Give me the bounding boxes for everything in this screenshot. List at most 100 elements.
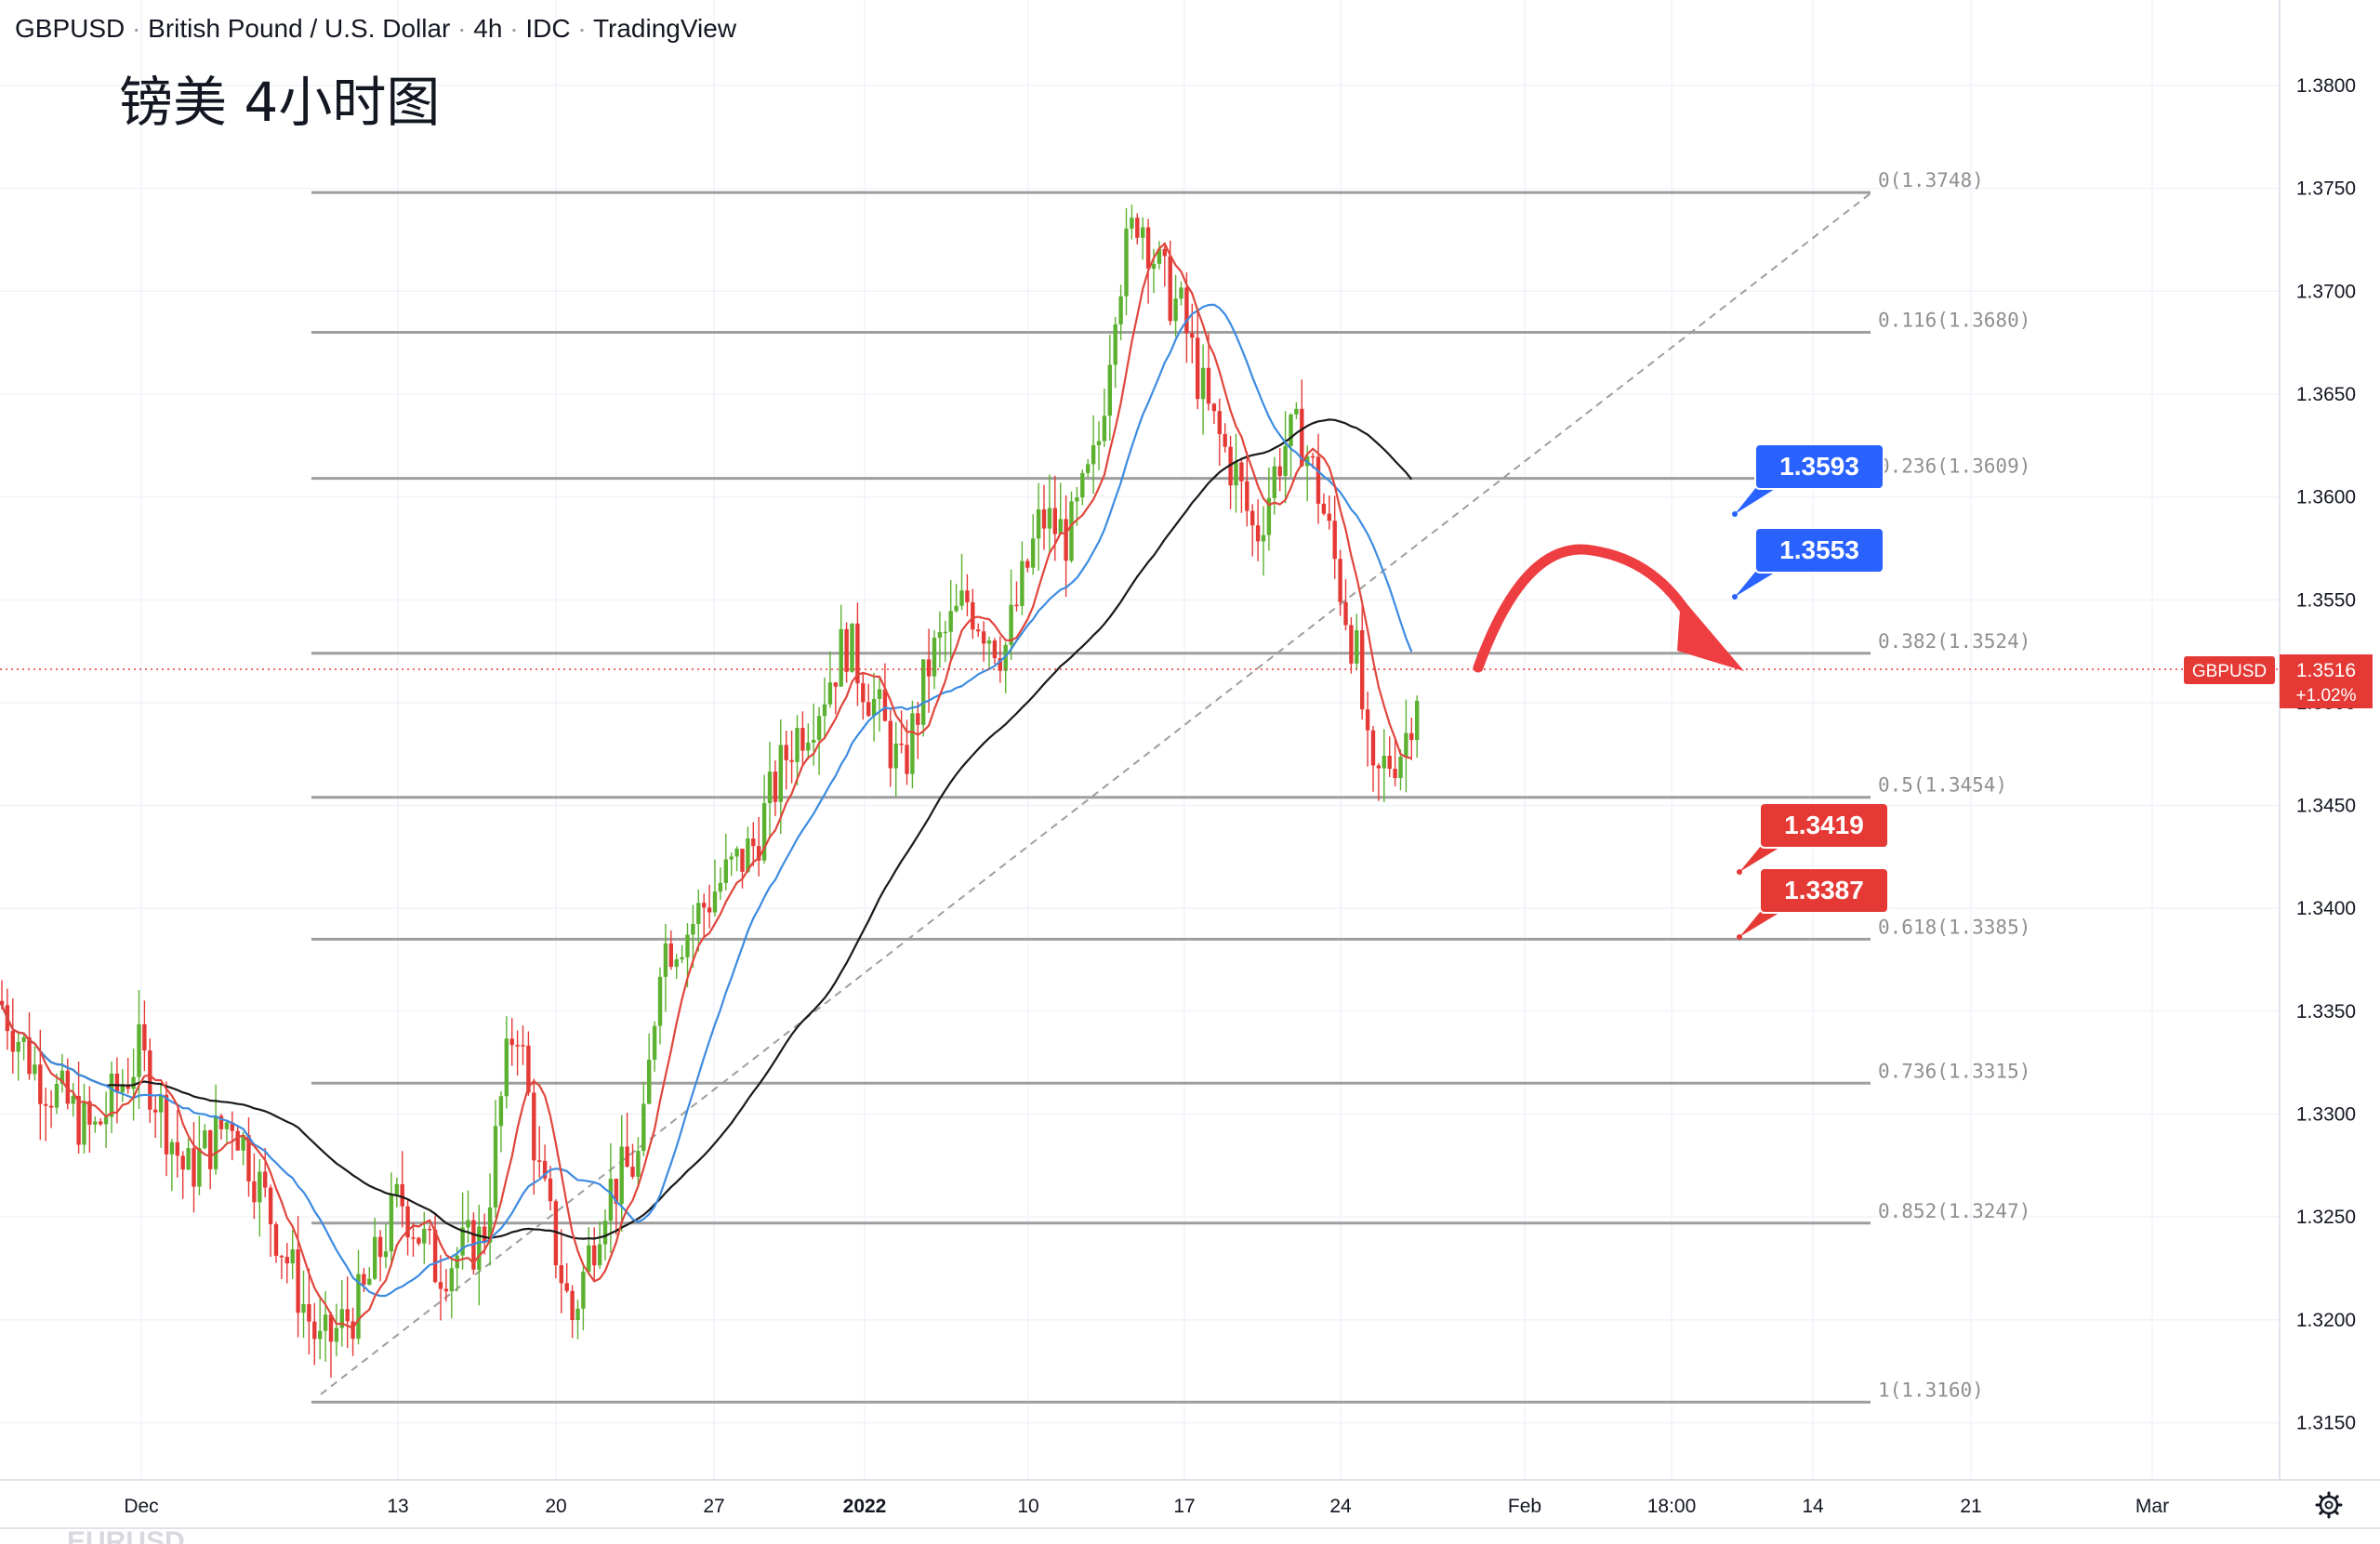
fib-level-label: 0.618(1.3385) xyxy=(1878,916,2030,938)
candle-body xyxy=(422,1228,427,1244)
candle-body xyxy=(800,728,805,751)
price-tick-label: 1.3350 xyxy=(2296,1001,2356,1023)
candle-body xyxy=(712,891,718,913)
candle-body xyxy=(318,1330,323,1339)
candle-body xyxy=(114,1074,120,1093)
candle-body xyxy=(197,1148,202,1187)
candle-body xyxy=(1096,441,1102,445)
candle-body xyxy=(400,1183,404,1207)
header-name: British Pound / U.S. Dollar xyxy=(148,14,450,43)
candle-body xyxy=(1173,298,1178,322)
candle-body xyxy=(389,1194,394,1252)
candle-body xyxy=(630,1167,635,1177)
candle-body xyxy=(1338,559,1342,602)
candle-body xyxy=(833,682,838,687)
time-tick-label: 21 xyxy=(1960,1496,1981,1517)
price-callout[interactable]: 1.3387 xyxy=(1737,867,1889,940)
candle-body xyxy=(1239,462,1244,482)
candle-body xyxy=(663,943,668,977)
candle-body xyxy=(169,1142,175,1155)
candle-body xyxy=(109,1074,114,1117)
candle-body xyxy=(1113,323,1117,365)
price-callout[interactable]: 1.3419 xyxy=(1737,802,1889,875)
time-tick-label: 2022 xyxy=(843,1496,887,1517)
candle-body xyxy=(767,772,773,804)
candle-body xyxy=(1031,538,1036,568)
candle-body xyxy=(71,1095,75,1104)
candle-body xyxy=(992,640,998,659)
candle-body xyxy=(377,1236,383,1258)
time-tick-label: 17 xyxy=(1173,1496,1195,1517)
candle-body xyxy=(602,1221,608,1245)
candle-body xyxy=(148,1050,152,1110)
fib-trendline[interactable] xyxy=(320,192,1871,1395)
candle-body xyxy=(1365,709,1370,731)
candle-body xyxy=(537,1160,542,1162)
candle-body xyxy=(773,772,778,802)
candle-body xyxy=(175,1142,179,1156)
candle-body xyxy=(1376,765,1382,769)
fib-retracement[interactable]: 0(1.3748) 0.116(1.3680) 0.236(1.3609) 0.382… xyxy=(311,169,2030,1404)
candle-body xyxy=(273,1223,279,1257)
price-callout[interactable]: 1.3593 xyxy=(1732,443,1884,517)
candle-body xyxy=(1118,296,1123,324)
candle-body xyxy=(1217,411,1222,434)
header-interval: 4h xyxy=(473,14,502,43)
current-price-value: 1.3516 xyxy=(2296,660,2356,681)
candle-body xyxy=(916,713,920,725)
price-tick-label: 1.3150 xyxy=(2296,1412,2356,1433)
candle-body xyxy=(509,1038,514,1046)
candle-body xyxy=(323,1314,328,1331)
candle-body xyxy=(504,1038,509,1097)
candle-body xyxy=(614,1179,618,1204)
candle-body xyxy=(1036,508,1041,539)
candle-body xyxy=(328,1314,334,1342)
price-tick-label: 1.3250 xyxy=(2296,1207,2356,1228)
candle-body xyxy=(432,1229,438,1283)
candle-body xyxy=(729,856,734,860)
candle-body xyxy=(1349,625,1354,664)
candle-body xyxy=(816,716,822,740)
candle-body xyxy=(521,1045,525,1047)
time-tick-label: 27 xyxy=(703,1496,724,1517)
candle-body xyxy=(553,1201,559,1266)
candle-body xyxy=(844,628,849,672)
candle-body xyxy=(1052,508,1057,534)
candle-body xyxy=(241,1135,245,1151)
candle-body xyxy=(827,682,833,705)
candle-body xyxy=(564,1283,569,1291)
forecast-arrow[interactable] xyxy=(1473,544,1744,673)
time-tick-label: 14 xyxy=(1802,1496,1824,1517)
candle-body xyxy=(258,1171,262,1203)
candle-body xyxy=(1255,525,1261,542)
candle-body xyxy=(1343,601,1348,626)
header-source: IDC xyxy=(525,14,570,43)
candle-body xyxy=(905,745,909,774)
candle-body xyxy=(428,1228,432,1231)
candle-body xyxy=(778,745,783,802)
price-tick-label: 1.3400 xyxy=(2296,898,2356,919)
current-price-symbol: GBPUSD xyxy=(2192,662,2267,681)
candle-body xyxy=(345,1309,350,1322)
candle-body xyxy=(1190,333,1195,338)
time-axis[interactable]: Dec 13 20 27 2022 10 17 24 Feb 18:00 14 21 Mar xyxy=(124,1496,2169,1517)
price-callouts[interactable]: 1.3593 1.3553 1.3419 1.3387 xyxy=(1732,443,1889,940)
candle-body xyxy=(674,959,679,968)
candle-body xyxy=(477,1226,482,1270)
chart-grid xyxy=(0,0,2280,1480)
candle-body xyxy=(619,1146,624,1204)
candle-body xyxy=(795,728,800,762)
candle-body xyxy=(1151,263,1157,270)
candle-body xyxy=(218,1115,224,1129)
candle-body xyxy=(526,1045,531,1093)
gear-icon[interactable] xyxy=(2315,1491,2343,1519)
candle-body xyxy=(252,1181,257,1203)
candle-body xyxy=(1355,629,1359,664)
price-axis[interactable]: 1.3800 1.3750 1.3700 1.3650 1.3600 1.3550 1.35… xyxy=(2296,75,2356,1433)
price-callout[interactable]: 1.3553 xyxy=(1732,527,1884,600)
candle-body xyxy=(1058,519,1063,534)
candle-body xyxy=(696,903,701,925)
candle-body xyxy=(416,1237,421,1244)
candle-body xyxy=(1162,248,1167,257)
